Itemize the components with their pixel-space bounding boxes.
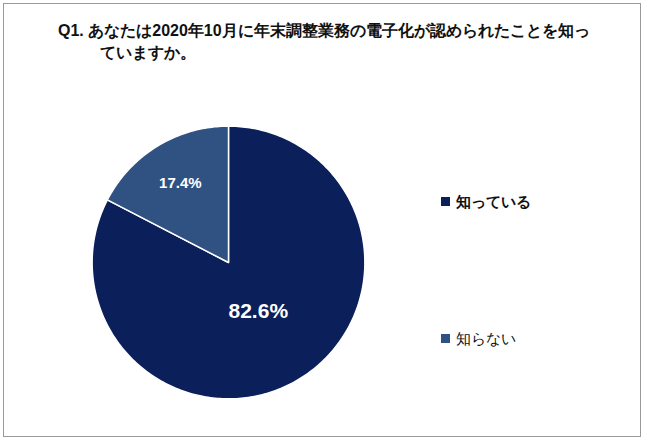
svg-text:17.4%: 17.4% [159, 174, 202, 191]
html-text:Q1. あなたは2020年10月に年末調整業務の電子化が認め: Q1. あなたは2020年10月に年末調整業務の電子化が認められたことを知ってい… [58, 22, 590, 61]
html-text:知らない: 知らない [456, 330, 516, 347]
svg-text:82.6%: 82.6% [228, 299, 288, 322]
html-text:知っている: 知っている [456, 193, 531, 210]
